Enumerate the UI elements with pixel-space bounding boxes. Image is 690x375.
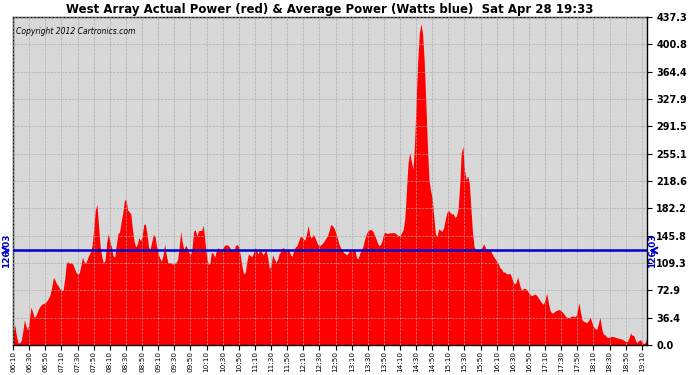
Text: 126.03: 126.03 <box>648 233 658 268</box>
Text: Copyright 2012 Cartronics.com: Copyright 2012 Cartronics.com <box>17 27 136 36</box>
Text: 126.03: 126.03 <box>3 233 12 268</box>
Title: West Array Actual Power (red) & Average Power (Watts blue)  Sat Apr 28 19:33: West Array Actual Power (red) & Average … <box>66 3 593 16</box>
